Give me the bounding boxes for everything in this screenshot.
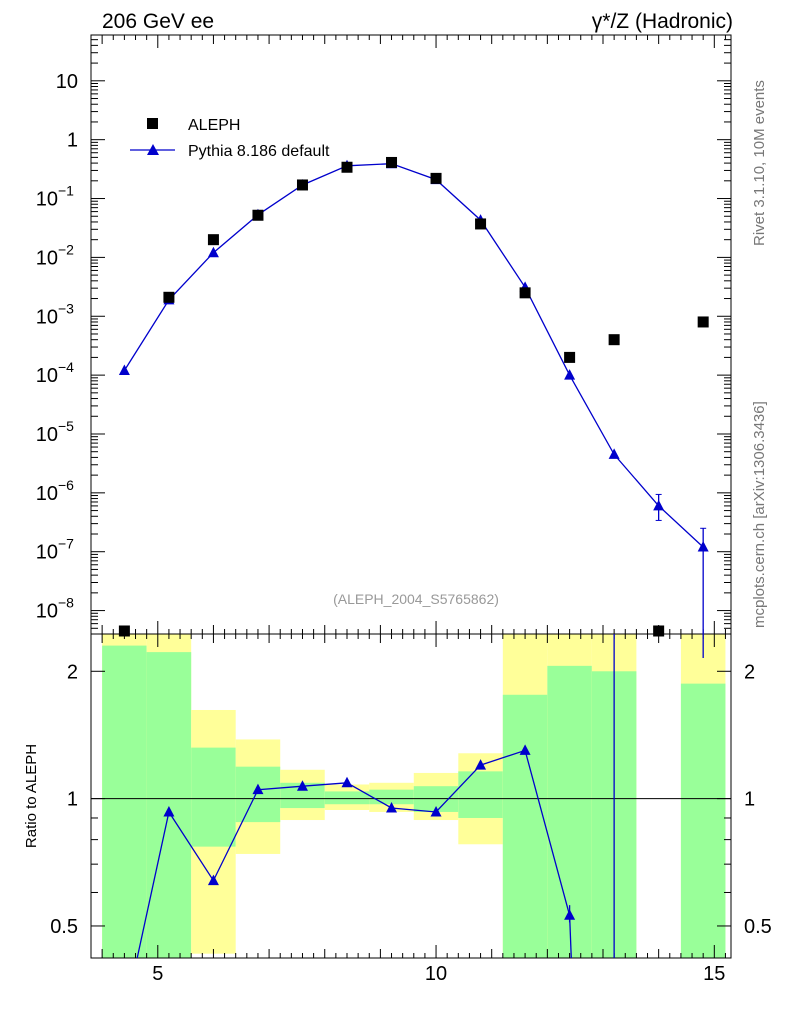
aleph-point (475, 218, 487, 230)
process-type-label: γ*/Z (Hadronic) (592, 10, 733, 33)
aleph-point (207, 234, 219, 246)
ratio-pythia-point (296, 780, 308, 791)
aleph-point (386, 156, 398, 168)
ratio-band-green (235, 766, 281, 823)
main-y-tick-label: 10 (36, 189, 58, 211)
pythia-point (653, 499, 665, 511)
aleph-point (697, 316, 709, 328)
aleph-point (564, 351, 576, 363)
ratio-y-tick-label-right: 1 (744, 789, 755, 811)
main-y-tick-label: 10 (36, 365, 58, 387)
ratio-series (136, 634, 615, 959)
ratio-plot-frame (90, 633, 732, 959)
ratio-pythia-line (168, 749, 571, 916)
mcplots-reference-label: mcplots.cern.ch [arXiv:1306.3436] (751, 401, 768, 628)
main-y-tick-label: 10 (36, 424, 58, 446)
aleph-point (430, 172, 442, 184)
main-y-tick-label: 10 (36, 601, 58, 623)
aleph-point (118, 625, 130, 637)
ratio-pythia-point (207, 874, 219, 886)
aleph-point (608, 334, 620, 346)
aleph-point (252, 209, 264, 221)
ratio-pythia-point (519, 744, 531, 755)
ratio-band-green (324, 791, 370, 805)
main-y-tick-label: 10 (36, 306, 58, 328)
ratio-pythia-point (163, 805, 175, 817)
process-energy-label: 206 GeV ee (102, 10, 214, 33)
ratio-band-green (369, 789, 414, 805)
x-tick-label: 10 (425, 963, 447, 985)
ratio-pythia-offscale-segment (568, 915, 572, 959)
pythia-line (123, 163, 704, 548)
main-series (118, 156, 709, 658)
main-y-tick-label: 10 (36, 483, 58, 505)
main-plot-frame (90, 34, 732, 635)
aleph-point (341, 161, 353, 173)
ratio-y-tick-label: 1 (67, 789, 78, 811)
ratio-uncertainty-bands (102, 634, 726, 958)
legend-pythia-label: Pythia 8.186 default (188, 143, 330, 160)
main-y-tick-exponent: −3 (58, 300, 74, 316)
main-y-tick-exponent: −1 (58, 183, 74, 199)
ratio-y-tick-label: 2 (67, 661, 78, 683)
ratio-band-green (146, 652, 192, 958)
ratio-band-green (502, 694, 548, 958)
analysis-id-watermark: (ALEPH_2004_S5765862) (333, 591, 499, 607)
ratio-y-tick-label-right: 2 (744, 661, 755, 683)
ratio-band-green (458, 771, 503, 818)
main-y-tick-label: 1 (67, 130, 78, 152)
x-tick-label: 15 (703, 963, 725, 985)
ratio-y-tick-label-right: 0.5 (744, 916, 772, 938)
ratio-pythia-point (341, 776, 353, 788)
ratio-band-green (102, 645, 147, 958)
ratio-band-green (680, 683, 726, 958)
main-y-tick-label: 10 (36, 247, 58, 269)
legend-aleph-label: ALEPH (188, 117, 240, 134)
ratio-pythia-offscale-segment (136, 811, 170, 959)
main-y-tick-label: 10 (36, 542, 58, 564)
main-y-tick-exponent: −5 (58, 418, 74, 434)
aleph-point (163, 291, 175, 303)
ratio-band-green (191, 747, 236, 847)
x-tick-label: 5 (152, 963, 163, 985)
pythia-point (118, 364, 130, 375)
legend-pythia-marker (147, 144, 159, 155)
ratio-axis-ticks: 0.5 0.5 1 1 2 2 5 10 15 (50, 661, 772, 985)
ratio-pythia-point (430, 805, 442, 817)
aleph-point (296, 179, 308, 191)
legend: ALEPH Pythia 8.186 default (130, 117, 330, 160)
main-y-tick-exponent: −7 (58, 536, 74, 552)
main-y-tick-exponent: −8 (58, 595, 74, 611)
main-y-tick-exponent: −2 (58, 241, 74, 257)
ratio-y-tick-label: 0.5 (50, 916, 78, 938)
aleph-point (653, 625, 665, 637)
rivet-version-label: Rivet 3.1.10, 10M events (751, 80, 768, 246)
main-y-tick-exponent: −4 (58, 359, 74, 375)
pythia-point (564, 369, 576, 380)
pythia-point (608, 448, 620, 459)
ratio-pythia-point (475, 759, 487, 770)
main-y-tick-label: 10 (56, 71, 78, 93)
ratio-pythia-point (386, 802, 398, 813)
pythia-point (697, 541, 709, 552)
ratio-ylabel: Ratio to ALEPH (23, 744, 40, 848)
ratio-pythia-point (252, 783, 264, 795)
legend-aleph-marker (147, 118, 158, 129)
pythia-point (207, 246, 219, 258)
aleph-point (519, 287, 531, 299)
main-y-tick-exponent: −6 (58, 477, 74, 493)
